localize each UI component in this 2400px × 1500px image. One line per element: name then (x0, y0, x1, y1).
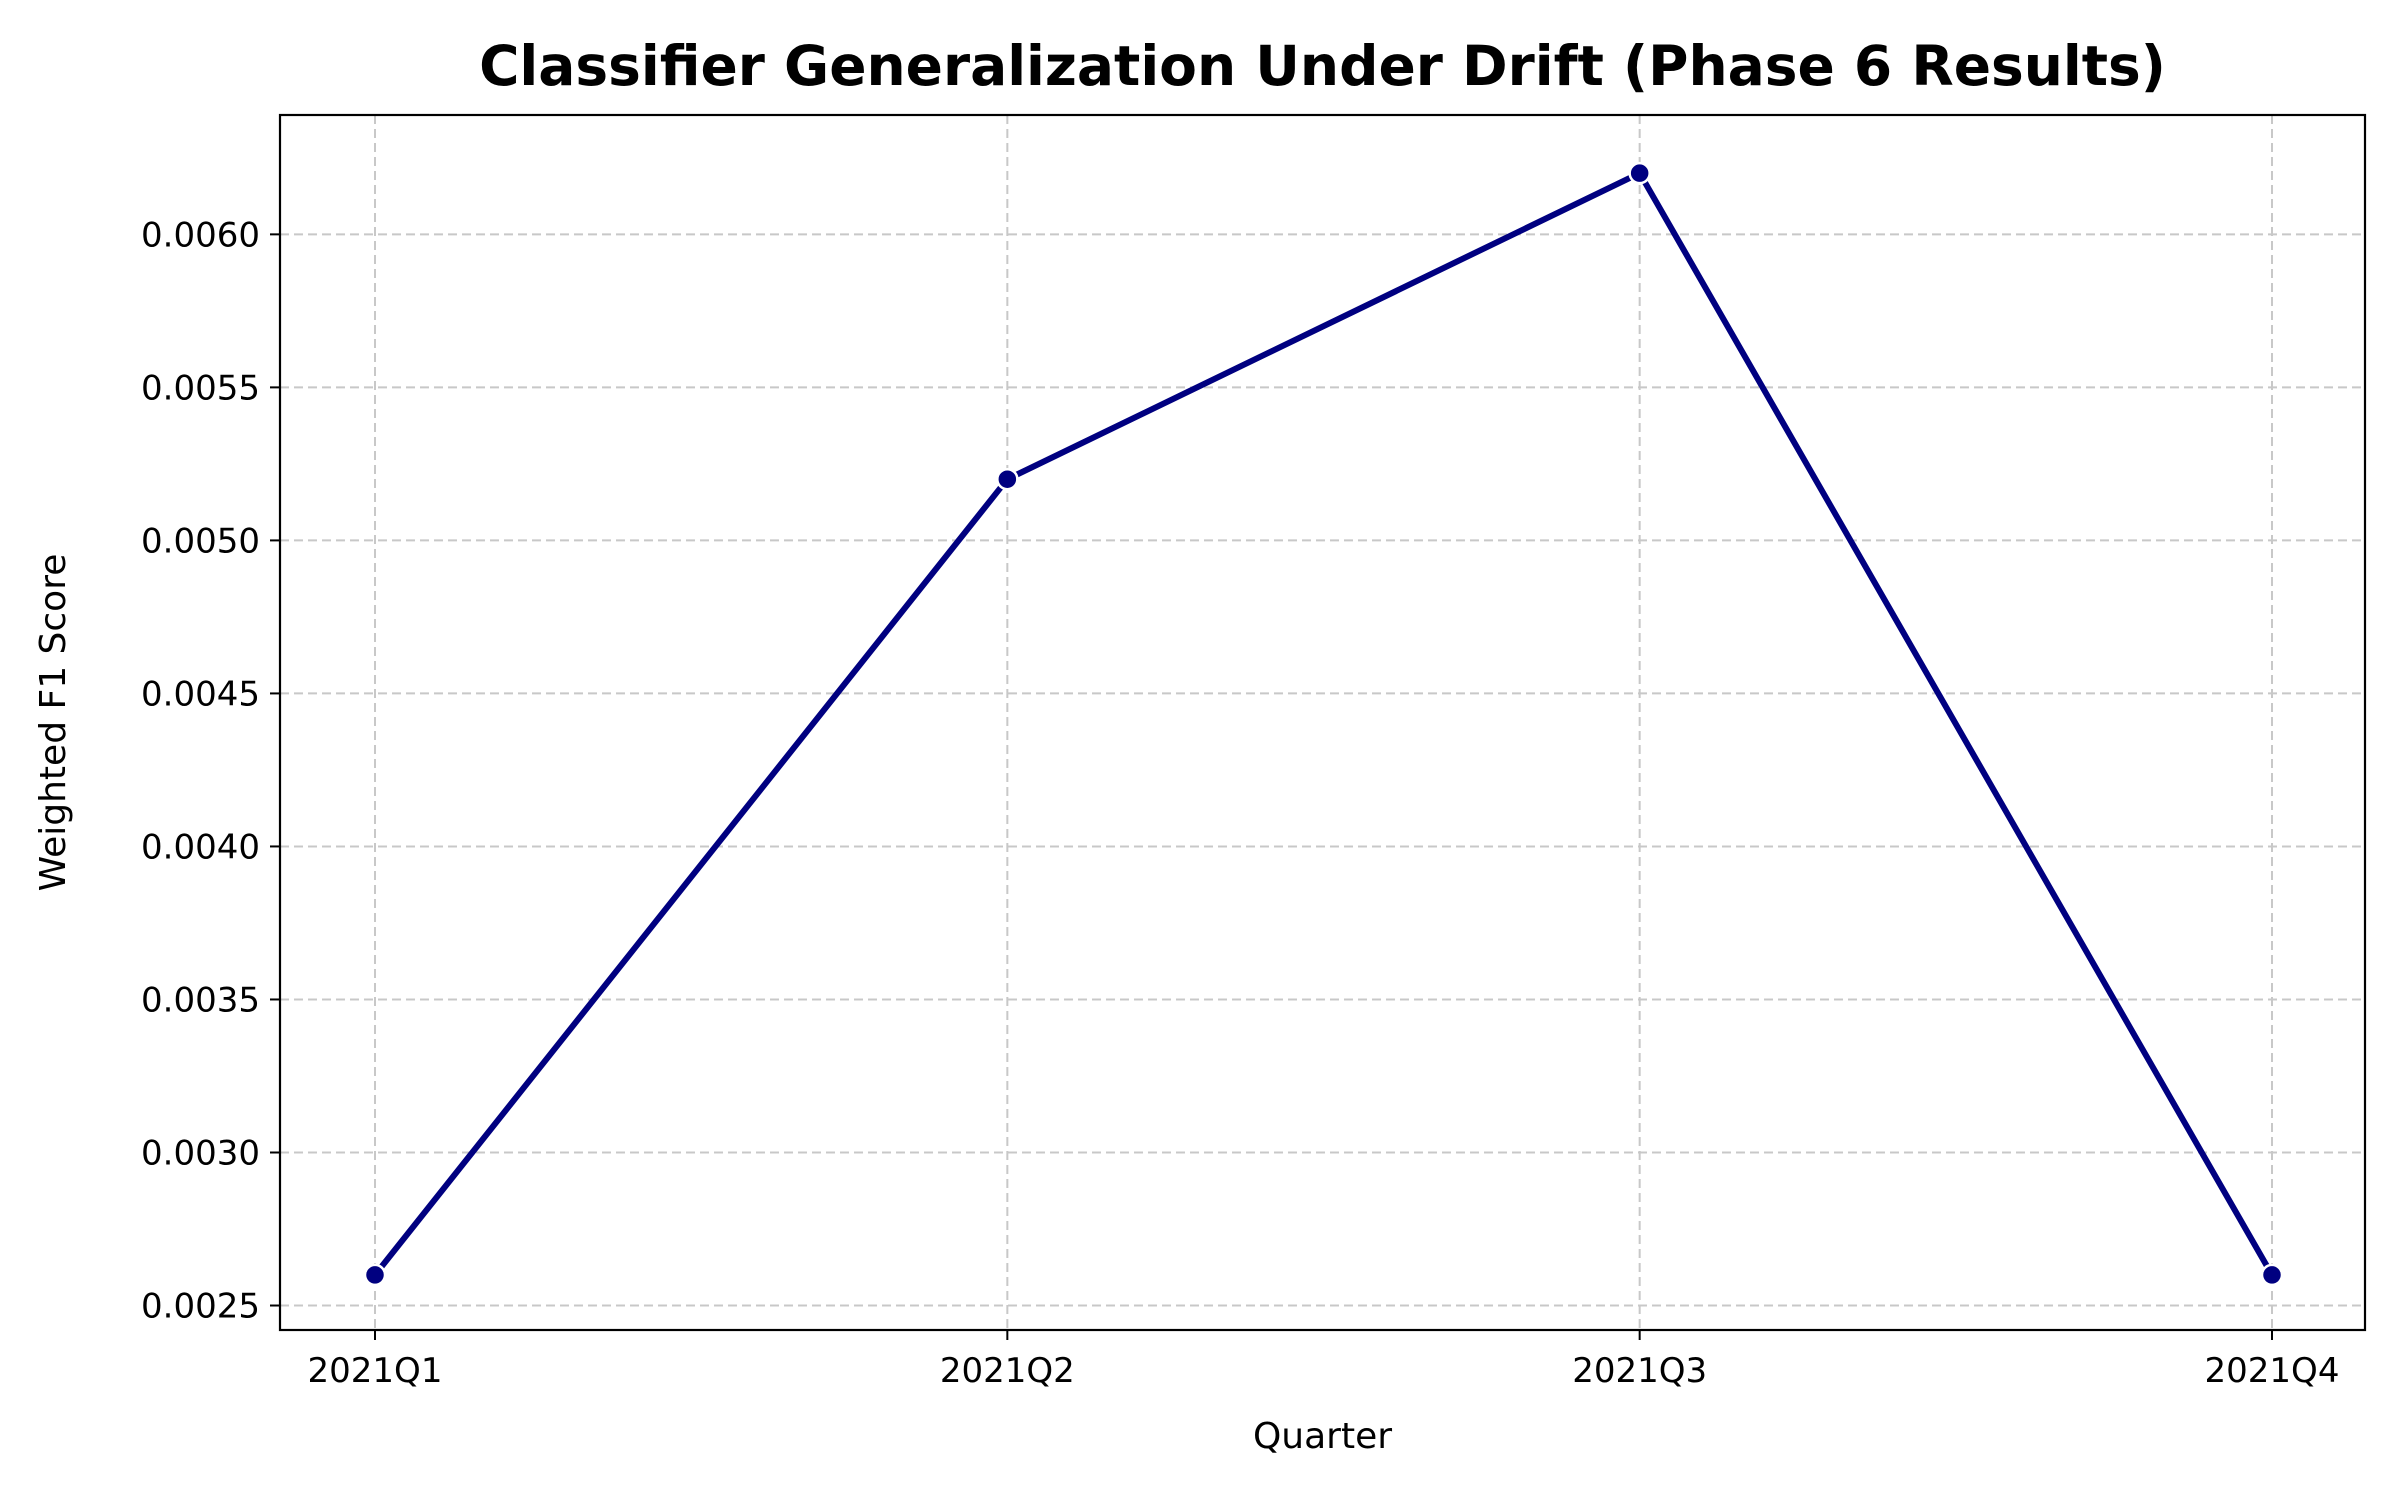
tick-layer: 2021Q1 2021Q2 2021Q3 2021Q4 0.0025 0.0030 0.00… (141, 215, 2339, 1391)
axes-frame (278, 113, 2367, 1332)
data-point-marker (1628, 161, 1651, 185)
y-tick-label: 0.0035 (141, 980, 260, 1020)
y-tick-label: 0.0060 (141, 215, 260, 255)
data-point-marker (363, 1263, 387, 1287)
grid-layer (280, 115, 2365, 1330)
y-tick-label: 0.0025 (141, 1287, 260, 1327)
series-line (372, 170, 2275, 1278)
y-tick-label: 0.0050 (141, 521, 260, 561)
data-point-marker (2260, 1263, 2284, 1287)
x-axis-label: Quarter (1253, 1416, 1392, 1457)
y-axis-label: Weighted F1 Score (33, 554, 74, 892)
y-tick-label: 0.0040 (141, 827, 260, 867)
x-tick-label: 2021Q3 (1572, 1351, 1707, 1391)
y-tick-label: 0.0055 (141, 368, 260, 408)
y-tick-label: 0.0045 (141, 674, 260, 714)
x-tick-label: 2021Q1 (308, 1351, 443, 1391)
data-point-marker (996, 467, 1019, 491)
chart-title: Classifier Generalization Under Drift (P… (479, 34, 2166, 98)
series-layer (363, 161, 2284, 1287)
y-tick-label: 0.0030 (141, 1133, 260, 1173)
x-tick-label: 2021Q4 (2205, 1351, 2340, 1391)
x-tick-label: 2021Q2 (940, 1351, 1075, 1391)
